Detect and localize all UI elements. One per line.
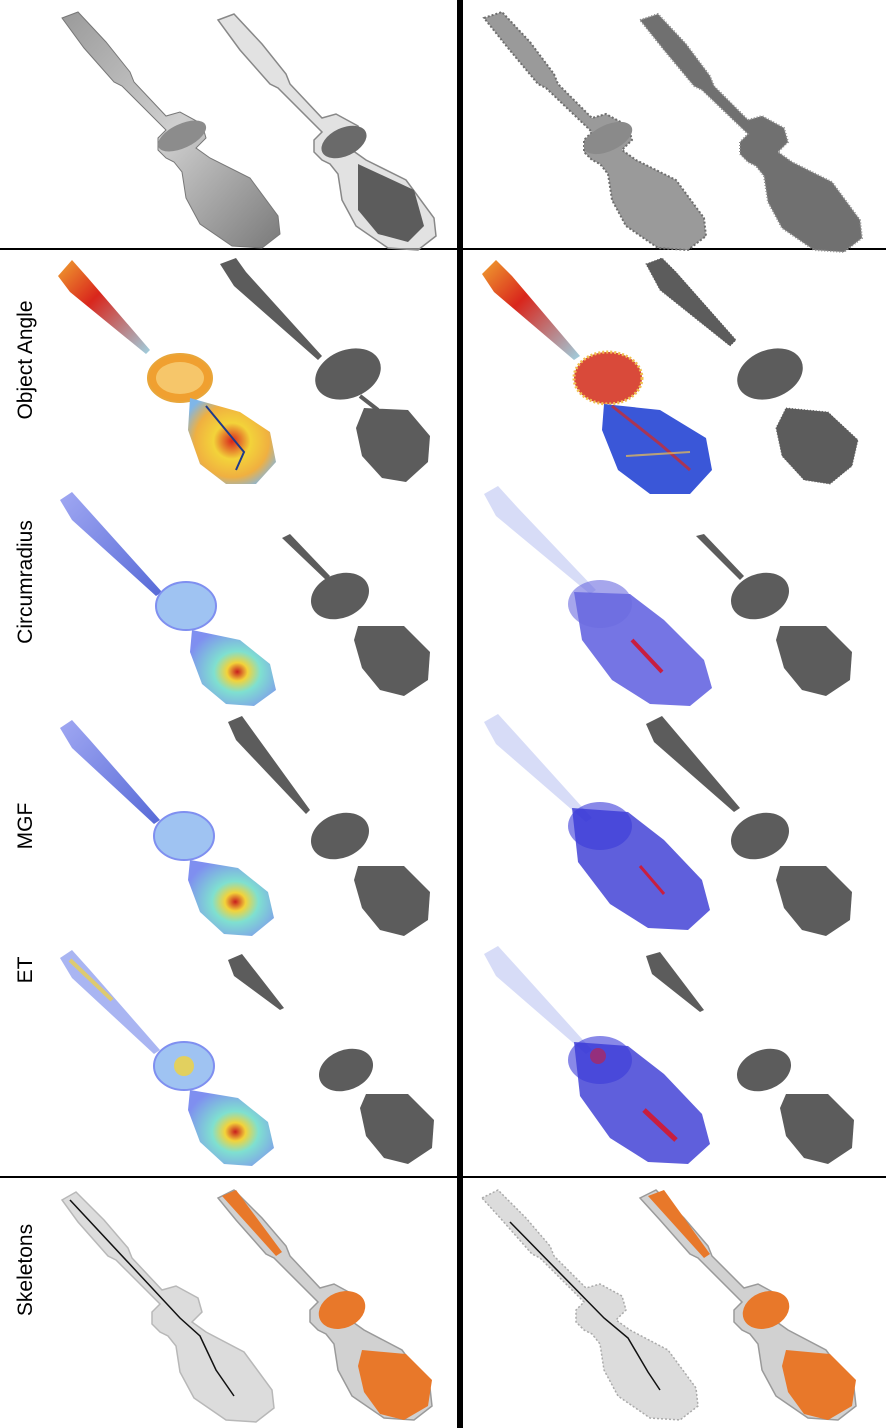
- object-angle-gray-smooth: [220, 258, 430, 482]
- row-label-skeletons: Skeletons: [14, 1223, 37, 1317]
- et-gray-noisy: [646, 952, 854, 1164]
- circumradius-heatmap-noisy: [484, 486, 712, 706]
- object-angle-row: [58, 257, 859, 494]
- et-heatmap-smooth: [60, 950, 274, 1166]
- et-heatmap-noisy: [484, 946, 710, 1164]
- skeleton-surface-smooth: [216, 1189, 433, 1421]
- skeleton-surface-noisy: [638, 1189, 857, 1421]
- noisy-volume-object: [638, 12, 864, 254]
- circumradius-row: [60, 486, 852, 706]
- et-row: [60, 946, 854, 1166]
- smooth-solid-object: [61, 11, 281, 249]
- skeleton-curve-noisy: [480, 1189, 699, 1421]
- object-angle-heatmap-noisy: [482, 260, 712, 494]
- circumradius-heatmap-smooth: [60, 492, 276, 706]
- object-angle-heatmap-smooth: [58, 260, 276, 484]
- row-label-et: ET: [14, 956, 37, 984]
- mgf-gray-noisy: [646, 716, 852, 936]
- mgf-gray-smooth: [228, 716, 430, 936]
- object-angle-gray-noisy: [645, 257, 859, 485]
- mgf-row: [60, 714, 852, 936]
- skeleton-curve-smooth: [60, 1191, 275, 1423]
- row-label-mgf: MGF: [14, 802, 37, 850]
- circumradius-gray-smooth: [282, 534, 430, 696]
- circumradius-gray-noisy: [696, 534, 852, 696]
- row-label-object-angle: Object Angle: [14, 300, 37, 420]
- noisy-solid-object: [482, 10, 708, 252]
- et-gray-smooth: [228, 954, 434, 1164]
- mgf-heatmap-noisy: [484, 714, 710, 930]
- row-label-circumradius: Circumradius: [14, 520, 37, 644]
- transparent-object: [216, 13, 437, 251]
- skeletons-row: [60, 1189, 857, 1423]
- mgf-heatmap-smooth: [60, 720, 274, 936]
- reference-row: [61, 10, 864, 254]
